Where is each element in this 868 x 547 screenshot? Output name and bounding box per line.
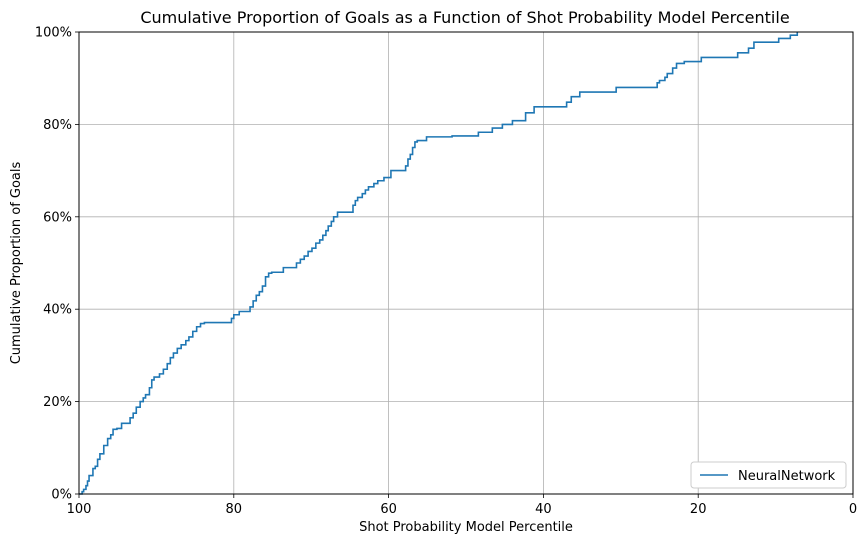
y-tick-label: 40% (43, 303, 72, 318)
grid (78, 31, 854, 495)
y-tick-label: 80% (43, 118, 72, 133)
plot-frame (78, 31, 854, 495)
y-tick-label: 0% (51, 488, 72, 503)
y-ticks: 0% 20% 40% 60% 80% 100% (35, 26, 79, 503)
y-tick-label: 60% (43, 210, 72, 225)
x-tick-label: 0 (849, 502, 857, 517)
x-tick-label: 60 (380, 502, 397, 517)
x-tick-label: 20 (690, 502, 707, 517)
x-tick-label: 100 (67, 502, 92, 517)
x-axis-label: Shot Probability Model Percentile (359, 520, 573, 535)
legend-label-neuralnetwork: NeuralNetwork (738, 469, 836, 484)
series-line-neuralnetwork (79, 32, 799, 495)
y-tick-label: 100% (35, 26, 72, 41)
chart-title: Cumulative Proportion of Goals as a Func… (140, 8, 789, 27)
y-tick-label: 20% (43, 395, 72, 410)
x-ticks: 100 80 60 40 20 0 (67, 494, 857, 517)
x-tick-label: 40 (535, 502, 552, 517)
legend: NeuralNetwork (690, 461, 847, 489)
x-tick-label: 80 (226, 502, 243, 517)
legend-box (690, 461, 847, 489)
y-axis-label: Cumulative Proportion of Goals (9, 161, 24, 364)
